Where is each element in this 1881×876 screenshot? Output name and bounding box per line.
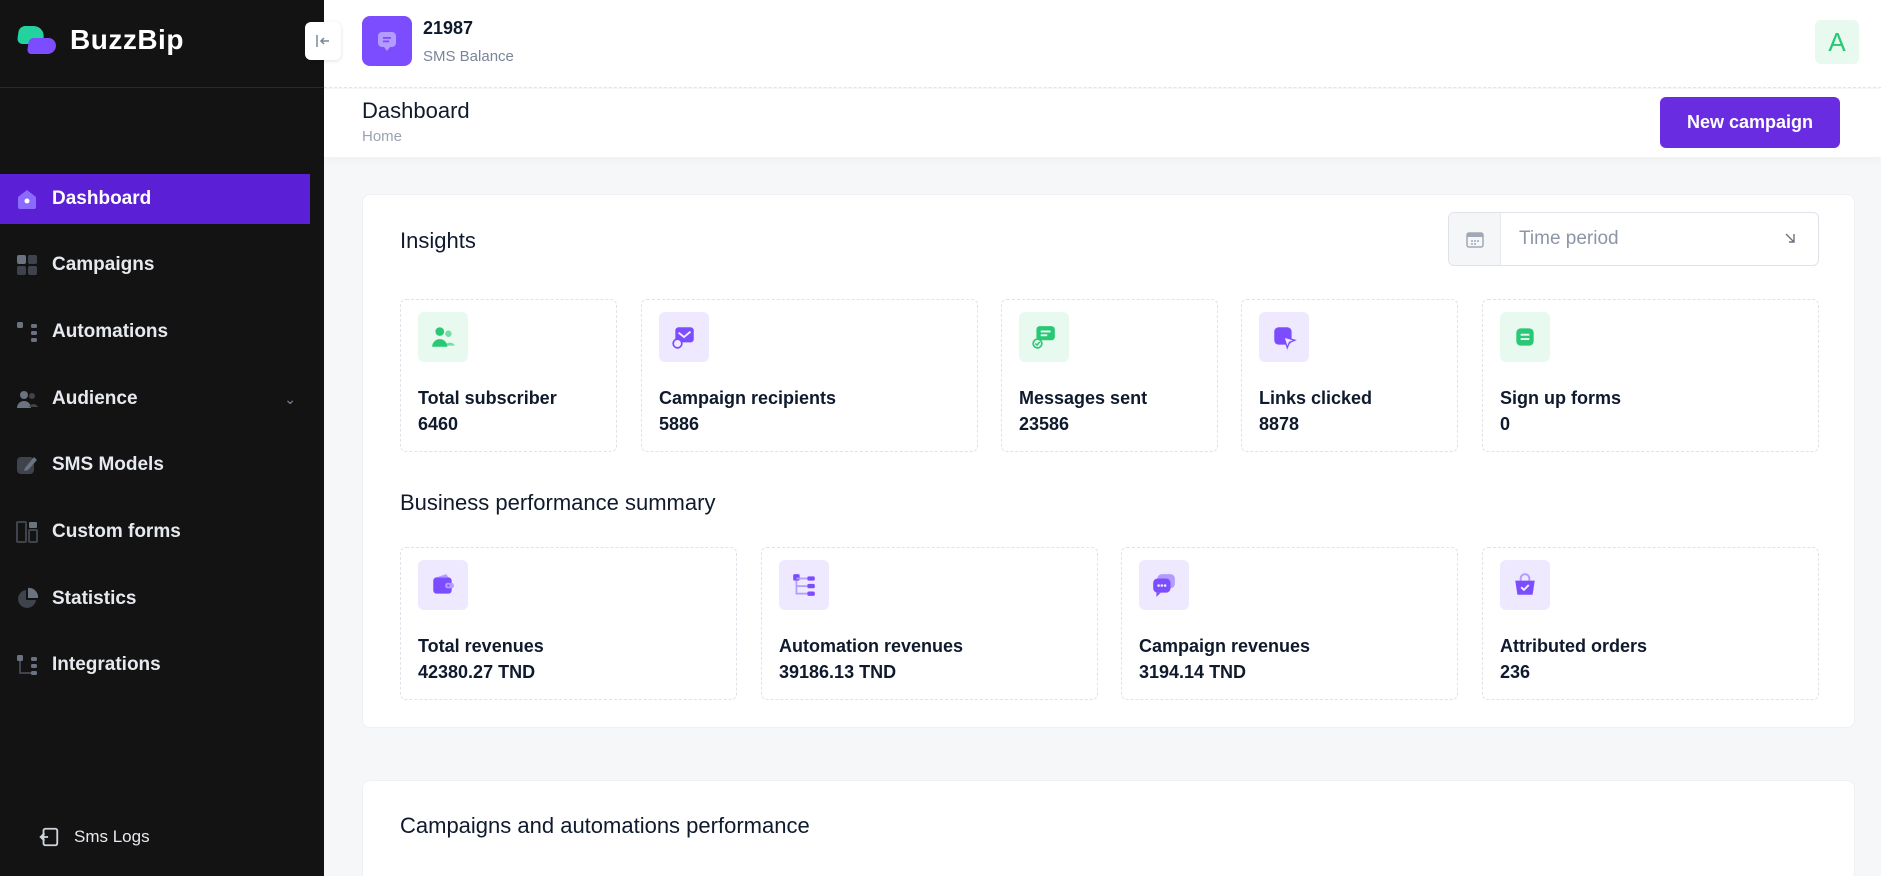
stat-label: Total subscriber xyxy=(418,388,557,408)
page-header: Dashboard Home New campaign xyxy=(324,89,1881,157)
stat-sign-up-forms: Sign up forms 0 xyxy=(1482,299,1819,452)
sidebar-item-label: SMS Models xyxy=(52,454,164,475)
collapse-sidebar-button[interactable] xyxy=(305,22,341,60)
sidebar-item-label: Campaigns xyxy=(52,254,155,275)
stat-value: 6460 xyxy=(418,414,459,434)
stat-label: Attributed orders xyxy=(1500,636,1648,656)
chat-bubbles-icon xyxy=(1139,560,1189,610)
mail-icon xyxy=(659,312,709,362)
logout-icon xyxy=(38,826,60,848)
time-period-input[interactable]: Time period xyxy=(1519,228,1619,249)
insights-card: Insights Time period Total subscriber 64… xyxy=(362,194,1855,728)
users-icon xyxy=(14,386,40,412)
chat-check-icon xyxy=(1019,312,1069,362)
stat-label: Automation revenues xyxy=(779,636,964,656)
users-icon xyxy=(418,312,468,362)
pie-chart-icon xyxy=(14,586,40,612)
stat-total-revenues: Total revenues 42380.27 TND xyxy=(400,547,737,700)
sidebar-item-dashboard[interactable]: Dashboard xyxy=(0,174,310,224)
business-performance-title: Business performance summary xyxy=(400,490,716,515)
sidebar-item-custom-forms[interactable]: Custom forms xyxy=(0,507,310,557)
sidebar-item-statistics[interactable]: Statistics xyxy=(0,574,310,624)
flow-icon xyxy=(14,319,40,345)
home-icon xyxy=(14,186,40,212)
sidebar-item-sms-logs[interactable]: Sms Logs xyxy=(38,826,150,848)
stat-label: Sign up forms xyxy=(1500,388,1621,408)
performance-title: Campaigns and automations performance xyxy=(400,813,810,838)
stat-value: 23586 xyxy=(1019,414,1070,434)
stat-attributed-orders: Attributed orders 236 xyxy=(1482,547,1819,700)
sidebar-item-integrations[interactable]: Integrations xyxy=(0,640,310,690)
sidebar-item-label: Dashboard xyxy=(52,188,152,209)
stat-total-subscriber: Total subscriber 6460 xyxy=(400,299,617,452)
flow-icon xyxy=(779,560,829,610)
logo[interactable]: BuzzBip xyxy=(16,24,184,56)
sidebar-item-audience[interactable]: Audience ⌄ xyxy=(0,374,310,424)
sms-balance-value: 21987 xyxy=(423,18,474,38)
insights-title: Insights xyxy=(400,228,476,253)
stat-label: Campaign recipients xyxy=(659,388,837,408)
clear-icon[interactable] xyxy=(1784,231,1796,247)
stat-value: 0 xyxy=(1500,414,1511,434)
grid-icon xyxy=(14,252,40,278)
new-campaign-button[interactable]: New campaign xyxy=(1660,97,1840,148)
stat-label: Campaign revenues xyxy=(1139,636,1311,656)
app-name: BuzzBip xyxy=(70,24,184,55)
stat-campaign-revenues: Campaign revenues 3194.14 TND xyxy=(1121,547,1458,700)
stat-label: Links clicked xyxy=(1259,388,1373,408)
arrow-left-icon xyxy=(316,35,329,47)
stat-value: 42380.27 TND xyxy=(418,662,536,682)
time-period-picker[interactable]: Time period xyxy=(1448,212,1819,266)
cursor-click-icon xyxy=(1259,312,1309,362)
calendar-icon xyxy=(1449,213,1501,265)
form-icon xyxy=(1500,312,1550,362)
shopping-basket-icon xyxy=(1500,560,1550,610)
plug-icon xyxy=(14,652,40,678)
breadcrumb[interactable]: Home xyxy=(362,128,403,145)
stat-automation-revenues: Automation revenues 39186.13 TND xyxy=(761,547,1098,700)
chevron-down-icon[interactable]: ⌄ xyxy=(284,391,296,407)
stat-label: Total revenues xyxy=(418,636,544,656)
topbar: 21987 SMS Balance A xyxy=(324,0,1881,88)
wallet-icon xyxy=(418,560,468,610)
stat-value: 236 xyxy=(1500,662,1531,682)
stat-links-clicked: Links clicked 8878 xyxy=(1241,299,1458,452)
sidebar-item-campaigns[interactable]: Campaigns xyxy=(0,240,310,290)
stat-value: 3194.14 TND xyxy=(1139,662,1247,682)
template-icon xyxy=(14,452,40,478)
sidebar-item-label: Custom forms xyxy=(52,521,181,542)
message-icon xyxy=(362,16,412,66)
sidebar-item-sms-models[interactable]: SMS Models xyxy=(0,440,310,490)
page-title: Dashboard xyxy=(362,98,470,123)
stat-campaign-recipients: Campaign recipients 5886 xyxy=(641,299,978,452)
logo-icon xyxy=(16,24,58,56)
sidebar-item-label: Audience xyxy=(52,388,138,409)
stat-value: 39186.13 TND xyxy=(779,662,897,682)
sms-balance-label: SMS Balance xyxy=(423,48,514,65)
stat-value: 5886 xyxy=(659,414,700,434)
stat-label: Messages sent xyxy=(1019,388,1148,408)
sms-logs-label: Sms Logs xyxy=(74,827,150,846)
sidebar-item-label: Statistics xyxy=(52,588,137,609)
sidebar-divider xyxy=(0,87,324,88)
stat-value: 8878 xyxy=(1259,414,1300,434)
sidebar: BuzzBip Dashboard Campaigns Automations … xyxy=(0,0,324,876)
sidebar-item-label: Automations xyxy=(52,321,169,342)
form-icon xyxy=(14,519,40,545)
sidebar-item-label: Integrations xyxy=(52,654,161,675)
stat-messages-sent: Messages sent 23586 xyxy=(1001,299,1218,452)
avatar[interactable]: A xyxy=(1815,20,1859,64)
sidebar-item-automations[interactable]: Automations xyxy=(0,307,310,357)
campaigns-automations-performance-card: Campaigns and automations performance xyxy=(362,780,1855,876)
